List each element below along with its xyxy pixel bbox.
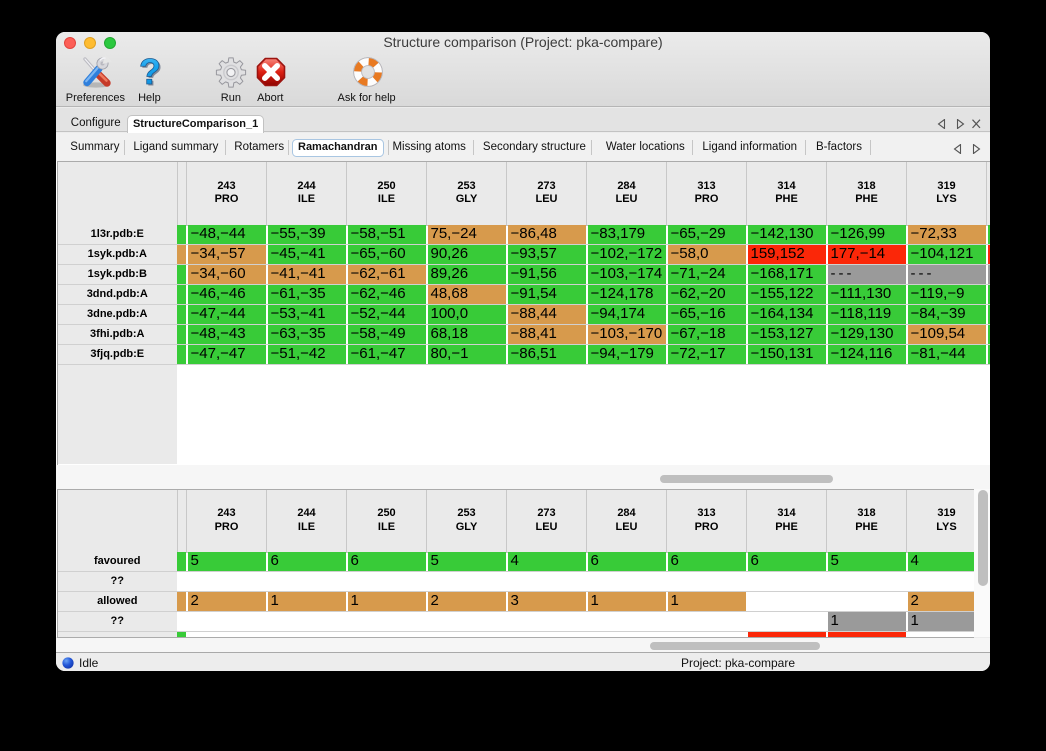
svg-text:?: ? (141, 55, 163, 89)
svg-text:?: ? (139, 55, 161, 89)
